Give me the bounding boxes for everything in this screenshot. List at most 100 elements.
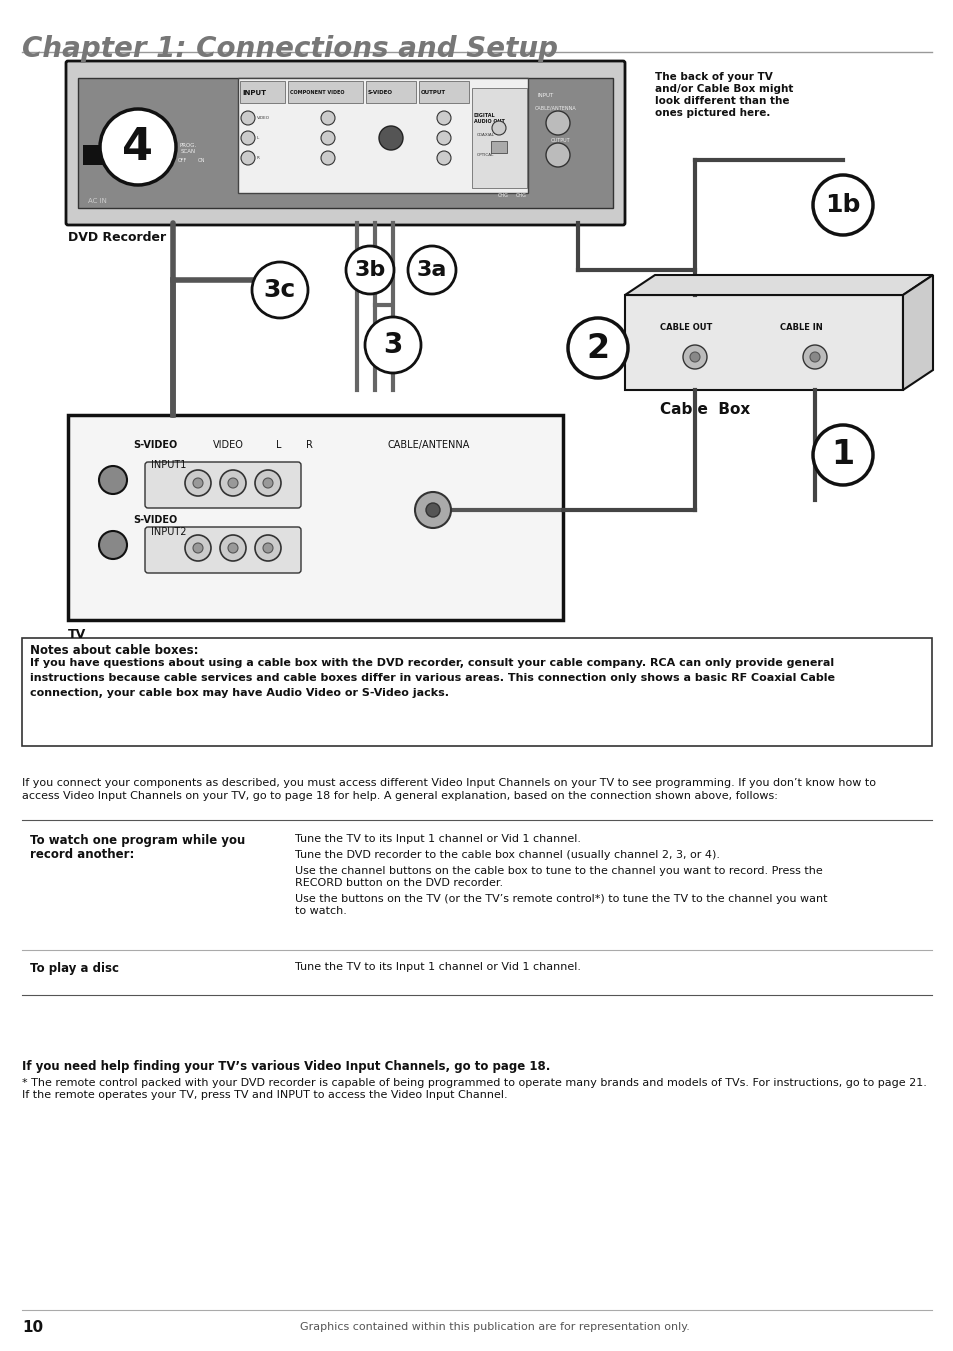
Text: instructions because cable services and cable boxes differ in various areas. Thi: instructions because cable services and … — [30, 673, 834, 684]
Text: CABLE OUT: CABLE OUT — [659, 323, 712, 332]
Circle shape — [99, 466, 127, 494]
Text: DVD Recorder: DVD Recorder — [68, 231, 166, 245]
Text: R: R — [256, 155, 259, 159]
Circle shape — [365, 317, 420, 373]
Text: Tune the TV to its Input 1 channel or Vid 1 channel.: Tune the TV to its Input 1 channel or Vi… — [294, 962, 580, 971]
Circle shape — [320, 151, 335, 165]
Text: look different than the: look different than the — [655, 96, 789, 105]
Circle shape — [689, 353, 700, 362]
Text: L: L — [275, 440, 281, 450]
Circle shape — [812, 176, 872, 235]
Text: INPUT: INPUT — [537, 93, 554, 99]
Circle shape — [426, 503, 439, 517]
Text: R: R — [306, 440, 313, 450]
Circle shape — [492, 122, 505, 135]
Bar — [78, 78, 613, 208]
Circle shape — [408, 246, 456, 295]
Text: PROG.
SCAN: PROG. SCAN — [179, 143, 196, 154]
Text: 3a: 3a — [416, 259, 447, 280]
Text: CABLE/ANTENNA: CABLE/ANTENNA — [535, 105, 577, 111]
Bar — [472, 88, 526, 188]
Text: COMPONENT VIDEO: COMPONENT VIDEO — [290, 91, 344, 95]
Polygon shape — [624, 276, 932, 295]
Circle shape — [99, 531, 127, 559]
Bar — [491, 141, 506, 153]
Text: 3b: 3b — [354, 259, 385, 280]
FancyBboxPatch shape — [145, 527, 301, 573]
Bar — [83, 145, 132, 165]
Circle shape — [220, 535, 246, 561]
Circle shape — [346, 246, 394, 295]
Text: RECORD button on the DVD recorder.: RECORD button on the DVD recorder. — [294, 878, 502, 888]
Text: INPUT2: INPUT2 — [151, 527, 186, 536]
Bar — [240, 81, 285, 103]
Circle shape — [545, 111, 569, 135]
Text: Notes about cable boxes:: Notes about cable boxes: — [30, 644, 198, 657]
Text: DIGITAL
AUDIO OUT: DIGITAL AUDIO OUT — [474, 113, 504, 124]
Circle shape — [185, 470, 211, 496]
Text: S-VIDEO: S-VIDEO — [132, 515, 177, 526]
Circle shape — [320, 131, 335, 145]
Text: If the remote operates your TV, press TV and INPUT to access the Video Input Cha: If the remote operates your TV, press TV… — [22, 1090, 507, 1100]
Text: Tune the TV to its Input 1 channel or Vid 1 channel.: Tune the TV to its Input 1 channel or Vi… — [294, 834, 580, 844]
Circle shape — [802, 345, 826, 369]
Circle shape — [320, 111, 335, 126]
Text: VIDEO: VIDEO — [213, 440, 244, 450]
Circle shape — [682, 345, 706, 369]
Circle shape — [228, 478, 237, 488]
Circle shape — [241, 111, 254, 126]
Circle shape — [254, 535, 281, 561]
Text: To play a disc: To play a disc — [30, 962, 119, 975]
Circle shape — [241, 151, 254, 165]
Text: Cable  Box: Cable Box — [659, 403, 749, 417]
Text: OUTPUT: OUTPUT — [420, 91, 446, 95]
Circle shape — [193, 543, 203, 553]
Text: AC IN: AC IN — [88, 199, 107, 204]
Text: to watch.: to watch. — [294, 907, 347, 916]
Circle shape — [263, 478, 273, 488]
Text: Chapter 1: Connections and Setup: Chapter 1: Connections and Setup — [22, 35, 558, 63]
Text: S-VIDEO: S-VIDEO — [368, 91, 393, 95]
Text: 1: 1 — [831, 439, 854, 471]
Text: CHG: CHG — [516, 193, 526, 199]
Text: * The remote control packed with your DVD recorder is capable of being programme: * The remote control packed with your DV… — [22, 1078, 926, 1088]
Bar — [68, 415, 562, 620]
Text: L: L — [256, 136, 259, 141]
Text: TV: TV — [68, 628, 86, 640]
Text: access Video Input Channels on your TV, go to page 18 for help. A general explan: access Video Input Channels on your TV, … — [22, 790, 777, 801]
Text: OFF: OFF — [178, 158, 187, 163]
Text: CABLE/ANTENNA: CABLE/ANTENNA — [388, 440, 470, 450]
Text: 2: 2 — [586, 331, 609, 365]
Circle shape — [812, 426, 872, 485]
Bar — [418, 81, 469, 103]
Text: To watch one program while you: To watch one program while you — [30, 834, 245, 847]
Text: CABLE IN: CABLE IN — [780, 323, 821, 332]
Circle shape — [228, 543, 237, 553]
Text: S-VIDEO: S-VIDEO — [132, 440, 177, 450]
Polygon shape — [902, 276, 932, 390]
Text: If you connect your components as described, you must access different Video Inp: If you connect your components as descri… — [22, 778, 875, 788]
Circle shape — [545, 143, 569, 168]
Text: Use the channel buttons on the cable box to tune to the channel you want to reco: Use the channel buttons on the cable box… — [294, 866, 821, 875]
Text: ON: ON — [198, 158, 205, 163]
Text: Tune the DVD recorder to the cable box channel (usually channel 2, 3, or 4).: Tune the DVD recorder to the cable box c… — [294, 850, 720, 861]
Circle shape — [185, 535, 211, 561]
Text: OPTICAL: OPTICAL — [476, 153, 494, 157]
FancyBboxPatch shape — [145, 462, 301, 508]
Text: CHG: CHG — [497, 193, 508, 199]
Text: VIDEO: VIDEO — [256, 116, 270, 120]
Circle shape — [436, 111, 451, 126]
Text: Use the buttons on the TV (or the TV’s remote control*) to tune the TV to the ch: Use the buttons on the TV (or the TV’s r… — [294, 894, 826, 904]
Circle shape — [436, 151, 451, 165]
Text: and/or Cable Box might: and/or Cable Box might — [655, 84, 793, 95]
Bar — [624, 295, 902, 390]
Text: 3: 3 — [383, 331, 402, 359]
Text: OUTPUT: OUTPUT — [551, 138, 570, 143]
Bar — [22, 638, 931, 746]
Bar — [288, 81, 363, 103]
Circle shape — [809, 353, 820, 362]
Circle shape — [193, 478, 203, 488]
Text: INPUT1: INPUT1 — [151, 459, 186, 470]
Circle shape — [220, 470, 246, 496]
Circle shape — [378, 126, 402, 150]
